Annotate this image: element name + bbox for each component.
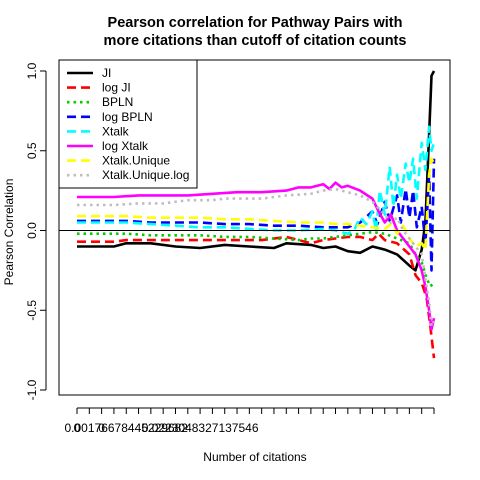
y-tick-label-1: -0.5 bbox=[25, 300, 39, 321]
axes: -1.0-0.50.00.51.00 00.001766784452296820.… bbox=[25, 59, 451, 435]
legend-label-0: JI bbox=[102, 66, 111, 80]
x-tick-label-3: 0.0223048327137546 bbox=[142, 421, 259, 435]
y-tick-label-3: 0.5 bbox=[25, 142, 39, 159]
y-axis-label: Pearson Correlation bbox=[2, 179, 16, 286]
chart-title-line-1: Pearson correlation for Pathway Pairs wi… bbox=[108, 15, 403, 31]
plot-area bbox=[77, 70, 436, 359]
x-axis-label: Number of citations bbox=[203, 450, 306, 464]
y-tick-label-0: -1.0 bbox=[25, 379, 39, 400]
chart-title: Pearson correlation for Pathway Pairs wi… bbox=[104, 15, 407, 49]
legend-label-1: log JI bbox=[102, 81, 131, 95]
plot-frame bbox=[58, 59, 451, 396]
legend-label-6: Xtalk.Unique bbox=[102, 154, 170, 168]
series-line-5 bbox=[77, 181, 436, 331]
legend-label-2: BPLN bbox=[102, 95, 133, 109]
x-tick-label-0: 0 bbox=[74, 421, 81, 435]
legend-label-3: log BPLN bbox=[102, 110, 153, 124]
legend-label-5: log Xtalk bbox=[102, 139, 149, 153]
chart-title-line-2: more citations than cutoff of citation c… bbox=[104, 33, 407, 49]
legend-label-7: Xtalk.Unique.log bbox=[102, 168, 189, 182]
series-line-0 bbox=[77, 70, 436, 272]
x-tick-label-1: 0 bbox=[98, 421, 105, 435]
series-line-6 bbox=[77, 157, 436, 251]
y-tick-label-4: 1.0 bbox=[25, 62, 39, 79]
legend-label-4: Xtalk bbox=[102, 124, 130, 138]
x-tick-label-2: 0.00176678445229682 bbox=[65, 421, 189, 435]
legend-box bbox=[58, 59, 198, 189]
series-line-4 bbox=[77, 125, 436, 235]
y-tick-label-2: 0.0 bbox=[25, 222, 39, 239]
series-line-7 bbox=[77, 187, 436, 328]
series-line-1 bbox=[77, 232, 436, 359]
series-line-2 bbox=[77, 230, 435, 288]
